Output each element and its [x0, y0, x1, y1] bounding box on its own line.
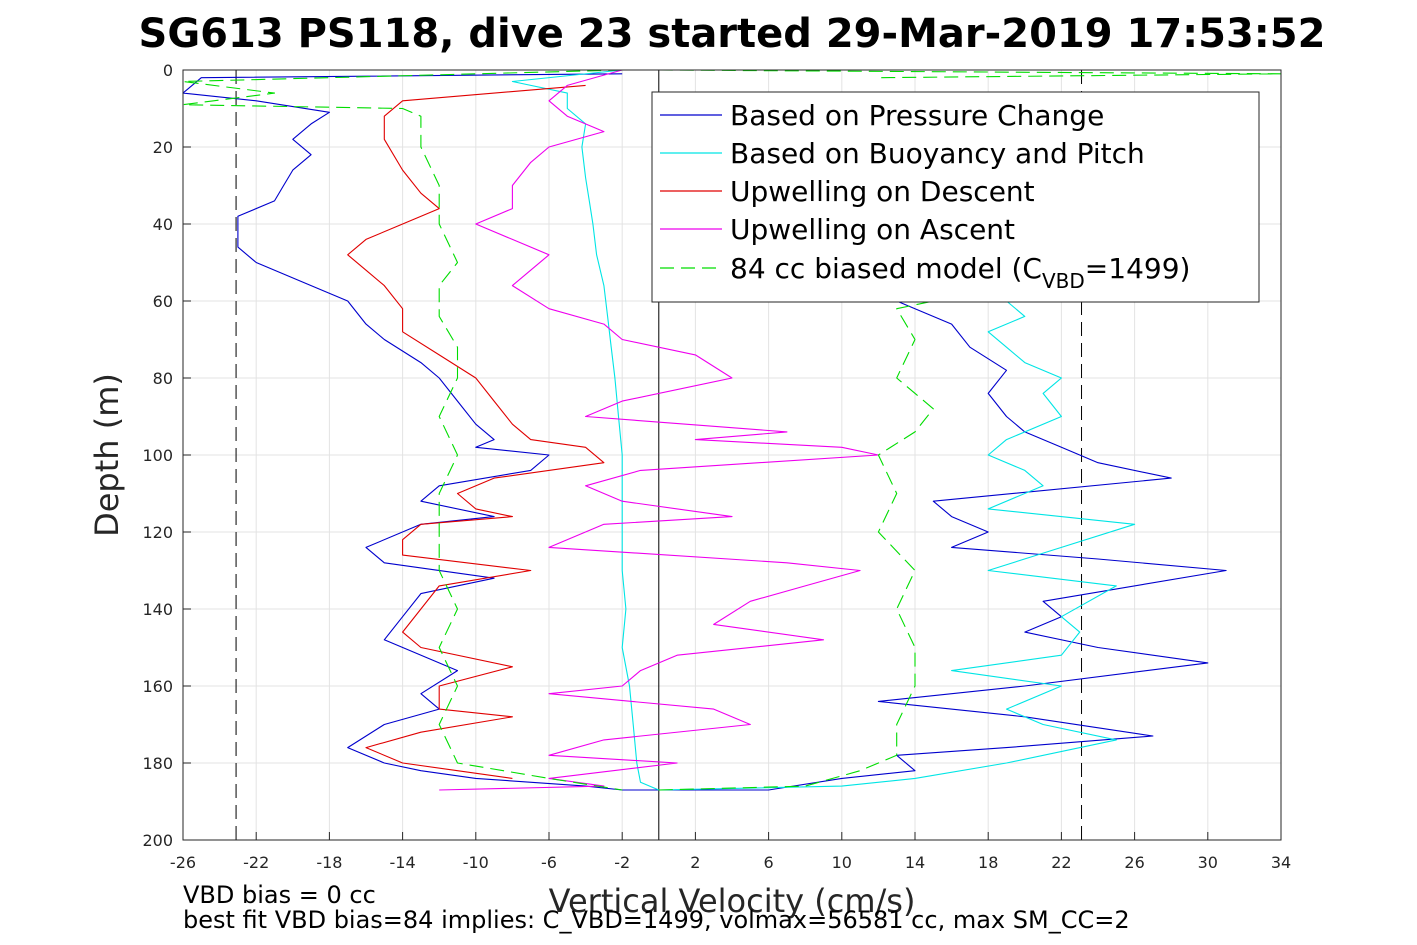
vbd-bias-note: VBD bias = 0 cc: [183, 881, 376, 909]
y-tick-label: 100: [142, 446, 173, 465]
x-tick-label: -2: [614, 853, 630, 872]
x-axis-label: Vertical Velocity (cm/s): [549, 882, 916, 920]
x-tick-labels: -26 -22 -18 -14 -10 -6 -2 2 6 10 14 18 22 26 30 34: [170, 853, 1291, 872]
legend-pressure: Based on Pressure Change: [730, 99, 1104, 132]
legend-buoyancy: Based on Buoyancy and Pitch: [730, 137, 1145, 170]
chart-title: SG613 PS118, dive 23 started 29-Mar-2019…: [139, 11, 1326, 57]
legend-up-ascent: Upwelling on Ascent: [730, 213, 1015, 246]
x-tick-label: -14: [390, 853, 416, 872]
x-tick-label: -26: [170, 853, 196, 872]
y-tick-label: 140: [142, 600, 173, 619]
x-tick-label: -18: [316, 853, 342, 872]
legend-box: [651, 91, 1260, 303]
legend-model-tail: =1499): [1085, 252, 1191, 285]
x-tick-label: 30: [1198, 853, 1218, 872]
legend-model: 84 cc biased model (CVBD=1499): [730, 252, 1190, 293]
series-line-pressure_descent: [182, 73, 659, 791]
y-tick-label: 60: [153, 292, 173, 311]
legend-model-main: 84 cc biased model (C: [730, 252, 1042, 285]
x-tick-label: 34: [1271, 853, 1291, 872]
y-tick-label: 20: [153, 138, 173, 157]
x-tick-label: 6: [764, 853, 774, 872]
x-tick-label: 2: [690, 853, 700, 872]
y-tick-label: 0: [163, 61, 173, 80]
legend-up-descent: Upwelling on Descent: [730, 175, 1035, 208]
x-tick-label: 14: [905, 853, 925, 872]
y-tick-label: 120: [142, 523, 173, 542]
x-tick-label: -10: [463, 853, 489, 872]
series-line-model_descent: [182, 69, 623, 791]
x-tick-label: 26: [1124, 853, 1144, 872]
y-tick-label: 160: [142, 677, 173, 696]
y-tick-label: 80: [153, 369, 173, 388]
series-line-upwelling_descent: [347, 84, 605, 779]
y-tick-label: 40: [153, 215, 173, 234]
y-axis-label: Depth (m): [88, 373, 126, 537]
y-tick-label: 200: [142, 831, 173, 850]
axes-box: [182, 69, 1282, 841]
x-tick-label: 10: [832, 853, 852, 872]
series-line-model_surface: [658, 69, 1282, 79]
series-line-buoyancy_ascent: [658, 293, 1136, 791]
legend-model-subscript: VBD: [1042, 269, 1085, 293]
series-line-buoyancy_descent: [511, 69, 660, 791]
series-line-pressure_ascent: [658, 285, 1227, 791]
y-tick-label: 180: [142, 754, 173, 773]
x-tick-label: 22: [1051, 853, 1071, 872]
y-tick-labels: 0 20 40 60 80 100 120 140 160 180 200: [142, 61, 173, 850]
x-tick-label: 18: [978, 853, 998, 872]
x-tick-label: -6: [541, 853, 557, 872]
x-tick-label: -22: [243, 853, 269, 872]
series-line-model_ascent: [658, 292, 971, 791]
legend: Based on Pressure Change Based on Buoyan…: [651, 91, 1260, 303]
best-fit-note: best fit VBD bias=84 implies: C_VBD=1499…: [183, 906, 1130, 934]
